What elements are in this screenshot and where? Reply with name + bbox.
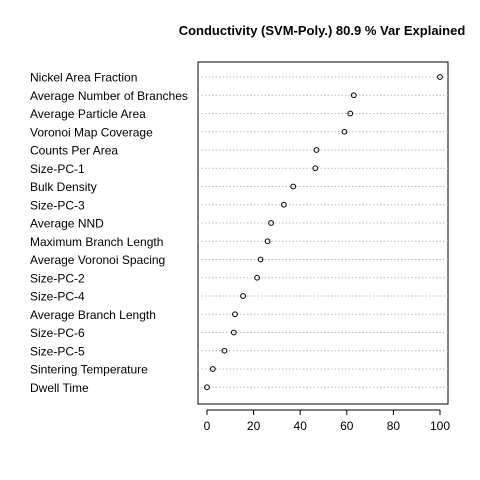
data-point — [204, 384, 210, 391]
category-labels: Nickel Area Fraction Average Number of Br… — [30, 71, 188, 395]
category-label: Size-PC-1 — [30, 162, 85, 176]
category-label: Counts Per Area — [30, 144, 118, 158]
category-label: Bulk Density — [30, 180, 97, 194]
x-tick-label: 40 — [294, 419, 308, 433]
data-point — [254, 274, 260, 281]
category-label: Dwell Time — [30, 381, 89, 395]
data-point — [230, 329, 237, 336]
x-tick-label: 100 — [430, 419, 450, 433]
category-label: Nickel Area Fraction — [30, 71, 137, 85]
category-label: Voronoi Map Coverage — [30, 125, 153, 139]
category-label: Size-PC-5 — [30, 344, 85, 358]
data-point — [257, 256, 264, 263]
x-tick-label: 80 — [387, 419, 401, 433]
data-point — [350, 92, 357, 99]
data-point — [312, 165, 319, 172]
category-label: Size-PC-3 — [30, 198, 85, 212]
x-tick-label: 20 — [247, 419, 261, 433]
data-point — [221, 347, 228, 354]
gridlines — [198, 76, 448, 388]
category-label: Average Particle Area — [30, 107, 146, 121]
category-label: Average NND — [30, 217, 104, 231]
data-point — [437, 74, 443, 80]
x-tick-label: 60 — [340, 419, 354, 433]
category-label: Size-PC-4 — [30, 290, 85, 304]
data-point — [341, 128, 348, 135]
plot-frame — [197, 61, 449, 405]
category-label: Maximum Branch Length — [30, 235, 163, 249]
category-label: Average Branch Length — [30, 308, 156, 322]
category-label: Average Number of Branches — [30, 89, 188, 103]
category-label: Sintering Temperature — [30, 363, 148, 377]
data-points — [204, 74, 443, 391]
data-point — [280, 201, 287, 208]
chart-title: Conductivity (SVM-Poly.) 80.9 % Var Expl… — [179, 23, 466, 38]
data-point — [264, 238, 271, 245]
data-point — [313, 147, 320, 153]
data-point — [209, 366, 216, 372]
data-point — [347, 110, 354, 117]
data-point — [290, 183, 297, 190]
data-point — [232, 311, 238, 318]
category-label: Size-PC-2 — [30, 271, 85, 285]
x-tick-label: 0 — [204, 419, 211, 433]
data-point — [240, 293, 247, 299]
category-label: Average Voronoi Spacing — [30, 253, 165, 267]
category-label: Size-PC-6 — [30, 326, 85, 340]
data-point — [268, 220, 274, 226]
x-axis: 0 20 40 60 80 100 — [204, 409, 450, 433]
